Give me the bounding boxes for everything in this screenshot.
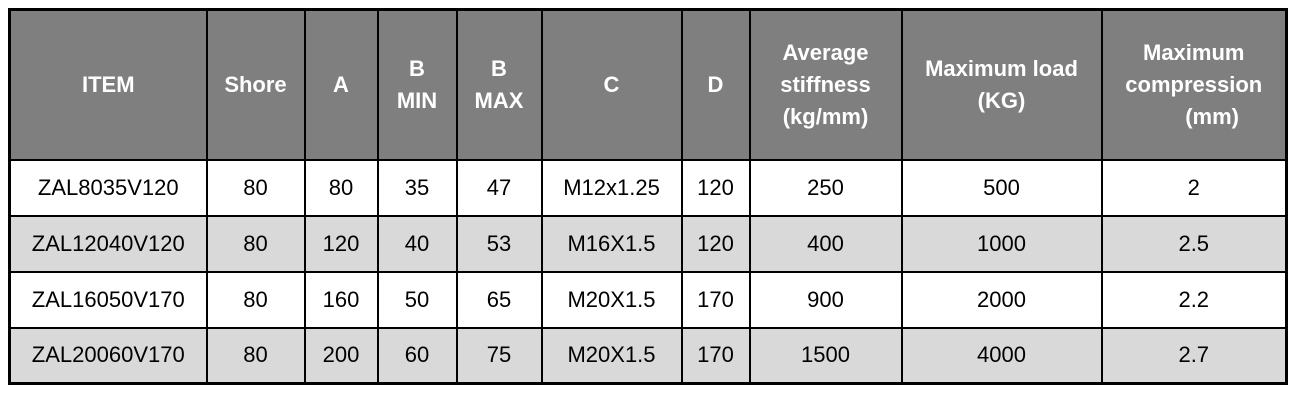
cell-c: M16X1.5: [540, 214, 683, 273]
cell-c: M20X1.5: [540, 270, 683, 329]
cell-shore: 80: [205, 158, 306, 217]
cell-b-min: 60: [376, 326, 458, 385]
header-cell-a: A: [303, 8, 379, 161]
cell-d: 170: [680, 270, 751, 329]
cell-a: 160: [303, 270, 379, 329]
cell-shore: 80: [205, 270, 306, 329]
cell-maximum-compression: 2.5: [1100, 214, 1288, 273]
header-cell-b-max: B MAX: [455, 8, 543, 161]
header-cell-maximum-compression: Maximum compression (mm): [1100, 8, 1288, 161]
cell-item: ZAL8035V120: [8, 158, 208, 217]
table-row: ZAL16050V170 80 160 50 65 M20X1.5 170 90…: [8, 270, 1288, 329]
cell-b-max: 53: [455, 214, 543, 273]
header-cell-b-min: B MIN: [376, 8, 458, 161]
cell-c: M12x1.25: [540, 158, 683, 217]
cell-d: 120: [680, 214, 751, 273]
cell-maximum-load: 1000: [900, 214, 1103, 273]
cell-item: ZAL20060V170: [8, 326, 208, 385]
cell-average-stiffness: 1500: [748, 326, 903, 385]
cell-c: M20X1.5: [540, 326, 683, 385]
cell-average-stiffness: 900: [748, 270, 903, 329]
cell-item: ZAL12040V120: [8, 214, 208, 273]
cell-b-min: 35: [376, 158, 458, 217]
cell-shore: 80: [205, 326, 306, 385]
cell-average-stiffness: 400: [748, 214, 903, 273]
cell-maximum-load: 2000: [900, 270, 1103, 329]
table-row: ZAL12040V120 80 120 40 53 M16X1.5 120 40…: [8, 214, 1288, 273]
cell-d: 120: [680, 158, 751, 217]
header-cell-item: ITEM: [8, 8, 208, 161]
cell-maximum-compression: 2: [1100, 158, 1288, 217]
cell-b-max: 75: [455, 326, 543, 385]
cell-maximum-load: 500: [900, 158, 1103, 217]
header-cell-c: C: [540, 8, 683, 161]
cell-maximum-compression: 2.2: [1100, 270, 1288, 329]
cell-b-min: 40: [376, 214, 458, 273]
cell-item: ZAL16050V170: [8, 270, 208, 329]
product-spec-table: ITEM Shore A B MIN B MAX C D Average sti…: [8, 8, 1288, 385]
cell-average-stiffness: 250: [748, 158, 903, 217]
header-cell-maximum-load: Maximum load (KG): [900, 8, 1103, 161]
cell-b-min: 50: [376, 270, 458, 329]
cell-d: 170: [680, 326, 751, 385]
header-row: ITEM Shore A B MIN B MAX C D Average sti…: [8, 8, 1288, 161]
header-cell-shore: Shore: [205, 8, 306, 161]
cell-maximum-compression: 2.7: [1100, 326, 1288, 385]
cell-b-max: 65: [455, 270, 543, 329]
cell-shore: 80: [205, 214, 306, 273]
header-cell-d: D: [680, 8, 751, 161]
cell-a: 200: [303, 326, 379, 385]
cell-a: 80: [303, 158, 379, 217]
cell-b-max: 47: [455, 158, 543, 217]
cell-maximum-load: 4000: [900, 326, 1103, 385]
table-row: ZAL8035V120 80 80 35 47 M12x1.25 120 250…: [8, 158, 1288, 217]
cell-a: 120: [303, 214, 379, 273]
header-cell-average-stiffness: Average stiffness (kg/mm): [748, 8, 903, 161]
table-row: ZAL20060V170 80 200 60 75 M20X1.5 170 15…: [8, 326, 1288, 385]
